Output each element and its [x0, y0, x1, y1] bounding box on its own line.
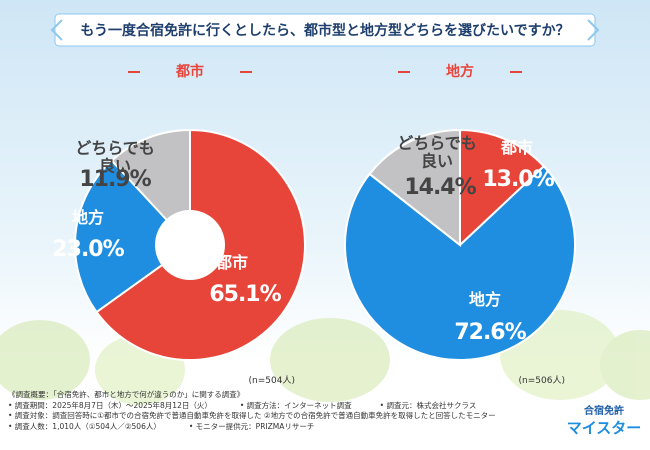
question-box [54, 13, 596, 47]
donut-hole [155, 210, 225, 280]
chevron [50, 19, 63, 41]
notes-row: • 調査対象：調査回答時に①都市での合宿免許で普通自動車免許を取得した ②地方で… [8, 411, 524, 422]
slice [459, 128, 546, 248]
chart-title: 地方 [446, 63, 474, 80]
slice-label: 都市 [215, 253, 248, 273]
value-label: 13.0% [482, 166, 554, 192]
note: • 調査元：株式会社サクラス [379, 400, 477, 410]
chart-title: 都市 [175, 63, 204, 80]
question: もう一度合宿免許に行くとしたら、都市型と地方型どちらを選びたいですか？ [80, 22, 569, 39]
value-label: 23.0% [52, 236, 124, 262]
note: • 調査人数：1,010人（①504人／②506人） [8, 421, 161, 431]
logo-top: 合宿免許 [584, 406, 624, 417]
notes-row: • 調査期間：2025年8月7日（木）～2025年8月12日（火） • 調査方法：… [8, 401, 524, 412]
notes-row: • 調査人数：1,010人（①504人／②506人） • モニター提供元：PRIZ… [8, 422, 524, 433]
sample-size: (n=504人) [249, 375, 295, 386]
note: • 調査期間：2025年8月7日（木）～2025年8月12日（火） [8, 400, 212, 410]
value-label: 11.9% [79, 166, 151, 192]
note: • 調査対象：調査回答時に①都市での合宿免許で普通自動車免許を取得した ②地方で… [8, 411, 496, 420]
slice [344, 164, 576, 361]
note: • モニター提供元：PRIZMAリサーチ [188, 421, 315, 431]
logo-bottom: マイスター [566, 419, 642, 437]
notes-heading: 《調査概要：「合宿免許、都市と地方で何が違うのか」に関する調査》 [8, 390, 245, 399]
notes-lines: • 調査期間：2025年8月7日（木）～2025年8月12日（火） • 調査方法：… [8, 401, 524, 433]
value-label: 72.6% [454, 319, 526, 345]
slice-label: どちらでも良い [397, 133, 477, 170]
value-label: 65.1% [209, 281, 281, 307]
slice-label: 地方 [468, 290, 501, 310]
sample-size: (n=506人) [519, 375, 565, 386]
slice [74, 159, 192, 314]
slice-label: 地方 [71, 208, 104, 228]
slice-label: どちらでも良い [75, 138, 155, 175]
note: • 調査方法：インターネット調査 [239, 400, 352, 410]
chevron [587, 19, 600, 41]
notes: 《調査概要：「合宿免許、都市と地方で何が違うのか」に関する調査》 • 調査期間：… [8, 390, 524, 432]
value-label: 14.4% [404, 174, 476, 200]
slice-label: 都市 [500, 138, 533, 158]
slice [368, 128, 461, 248]
logo: 合宿免許 マイスター [565, 402, 643, 438]
